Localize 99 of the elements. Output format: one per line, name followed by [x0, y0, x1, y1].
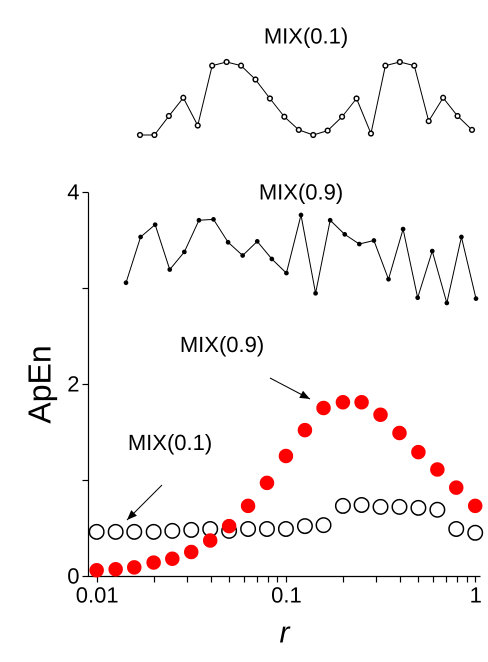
point [372, 238, 376, 243]
point [440, 94, 446, 101]
point [88, 524, 105, 540]
point [124, 280, 128, 286]
point [474, 296, 478, 301]
chart-title: MIX(0.1) [264, 24, 348, 49]
point [459, 234, 464, 240]
point [296, 126, 302, 133]
point [372, 498, 389, 515]
point [296, 518, 313, 534]
point [467, 524, 484, 541]
point [209, 62, 216, 69]
point [328, 218, 333, 223]
point [391, 498, 408, 515]
point [415, 295, 420, 300]
point [324, 128, 331, 134]
point [410, 500, 426, 516]
point [152, 222, 158, 228]
point [127, 560, 142, 575]
point [298, 422, 312, 438]
point [126, 524, 142, 540]
point [258, 520, 275, 537]
point [254, 239, 260, 244]
point [260, 476, 274, 490]
point [146, 555, 161, 570]
point [278, 520, 294, 537]
point [342, 232, 348, 237]
x-axis-title: r [280, 616, 290, 650]
point [146, 524, 162, 540]
point [166, 112, 172, 120]
point [468, 126, 476, 133]
point [373, 407, 388, 422]
y-tick-label: 2 [67, 372, 80, 396]
point [411, 444, 426, 460]
point [426, 118, 432, 124]
point [353, 95, 360, 102]
point [196, 218, 202, 223]
annotation: MIX(0.9) [180, 332, 264, 357]
point [224, 58, 230, 66]
point [180, 94, 186, 101]
point [430, 248, 435, 254]
annotation: MIX(0.1) [128, 430, 212, 455]
point [310, 132, 316, 138]
point [454, 112, 461, 120]
point [298, 212, 304, 218]
x-tick-label: 1 [470, 582, 482, 608]
point [400, 226, 406, 232]
point [281, 114, 288, 120]
point [226, 240, 230, 245]
point [240, 498, 256, 514]
point [354, 395, 369, 410]
point [382, 62, 388, 69]
point [392, 426, 407, 440]
point [284, 270, 289, 276]
point [444, 300, 450, 306]
point [222, 518, 236, 534]
point [354, 496, 370, 513]
point [334, 498, 351, 514]
point [165, 551, 180, 566]
y-axis-title: ApEn [21, 345, 58, 424]
point [194, 122, 201, 129]
point [396, 58, 403, 66]
point [252, 76, 259, 83]
point [240, 253, 246, 258]
point [449, 480, 464, 495]
point [316, 400, 331, 416]
point [138, 234, 143, 240]
chart-title: MIX(0.9) [258, 180, 344, 205]
point [136, 132, 144, 138]
point [183, 522, 200, 538]
point [316, 517, 332, 534]
point [356, 242, 362, 246]
point [336, 395, 350, 410]
point [182, 250, 187, 254]
point [167, 267, 172, 272]
point [108, 562, 123, 577]
point [411, 62, 418, 69]
point [386, 276, 391, 282]
point [338, 114, 346, 120]
point [184, 544, 198, 560]
point [429, 502, 446, 518]
y-tick-label: 4 [67, 180, 80, 204]
point [202, 533, 218, 548]
x-tick-label: 0.1 [271, 582, 302, 608]
point [151, 132, 158, 138]
point [164, 522, 180, 539]
point [238, 62, 244, 69]
point [278, 448, 294, 464]
point [89, 563, 104, 578]
point [313, 290, 318, 296]
point [468, 498, 482, 514]
point [266, 95, 274, 102]
point [108, 524, 124, 540]
point [448, 520, 464, 537]
point [430, 462, 445, 477]
point [269, 256, 274, 262]
point [211, 217, 216, 222]
point [368, 130, 374, 137]
point [240, 520, 256, 537]
